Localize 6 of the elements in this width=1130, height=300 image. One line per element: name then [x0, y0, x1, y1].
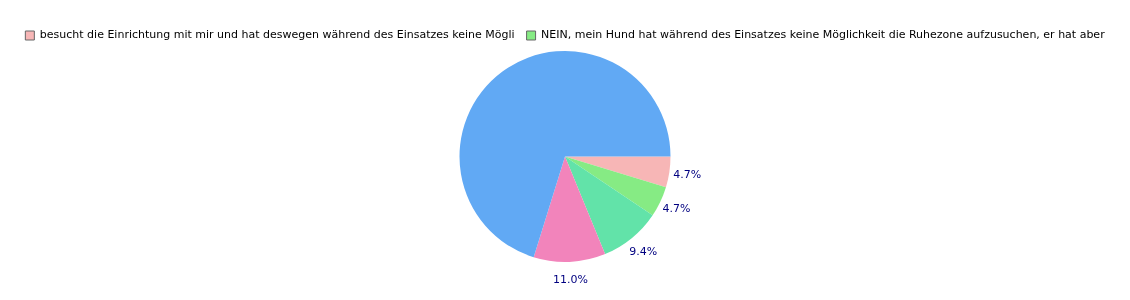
legend-label: NEIN, mein Hund hat während des Einsatzes keine Möglichkeit die Ruhezone aufzusuchen, er hat aber — [541, 28, 1106, 42]
legend-label: besucht die Einrichtung mit mir und hat deswegen während des Einsatzes keine Mögli — [39, 28, 515, 42]
data-label: 4.7% — [662, 202, 691, 216]
data-label: 4.7% — [673, 167, 702, 181]
data-label: 9.4% — [629, 245, 658, 259]
data-label: 11.0% — [552, 272, 588, 286]
